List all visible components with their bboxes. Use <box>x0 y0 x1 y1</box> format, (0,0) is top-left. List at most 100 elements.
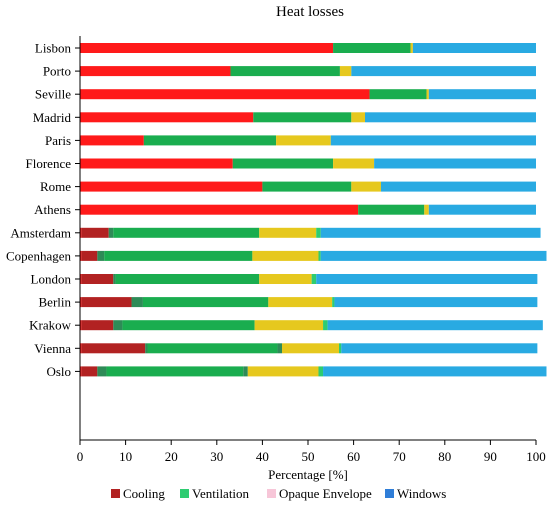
bar-segment-hidden-windows <box>311 274 317 284</box>
bar-segment-cooling <box>81 297 132 308</box>
x-tick-label: 20 <box>165 449 178 464</box>
category-label: Berlin <box>39 295 72 310</box>
bar-segment-opaque <box>276 135 331 146</box>
bar-segment-opaque <box>424 204 429 215</box>
bar-segment-windows <box>351 66 536 77</box>
bar-segment-hidden-ventilation <box>108 227 114 238</box>
bar-segment-heating <box>80 158 233 169</box>
bar-row-krakow <box>80 320 543 331</box>
bar-segment-heating <box>80 66 231 77</box>
bar-segment-opaque <box>426 89 429 100</box>
legend: Cooling Ventilation Opaque Envelope Windows <box>111 486 446 501</box>
bar-segment-windows <box>365 112 536 123</box>
bar-segment-windows <box>334 297 538 308</box>
legend-swatch <box>267 489 276 498</box>
bar-segment-hidden-ventilation <box>131 297 143 308</box>
bar-segment-windows <box>316 274 538 284</box>
legend-swatch <box>385 489 394 498</box>
legend-swatch <box>180 489 189 498</box>
bar-segment-ventilation <box>142 297 269 308</box>
bar-segment-opaque <box>247 366 319 377</box>
bar-segment-cooling <box>81 343 146 354</box>
bar-row-porto <box>80 66 536 77</box>
bar-segment-opaque <box>351 181 381 192</box>
category-label: Lisbon <box>35 41 72 56</box>
category-label: Athens <box>34 202 71 217</box>
bar-segment-ventilation <box>333 43 411 53</box>
x-tick-label: 70 <box>393 449 406 464</box>
category-label: Krakow <box>29 318 71 333</box>
bar-segment-hidden-ventilation <box>113 320 123 331</box>
x-tick-label: 80 <box>438 449 451 464</box>
bar-row-paris <box>80 135 536 146</box>
bar-segment-ventilation <box>104 250 253 261</box>
x-tick-label: 30 <box>210 449 223 464</box>
bar-segment-hidden-ventilation <box>97 366 107 377</box>
bar-row-athens <box>80 204 536 215</box>
bar-segment-opaque <box>282 343 340 354</box>
bars-group <box>80 43 547 377</box>
bar-segment-windows <box>380 181 536 192</box>
x-tick-label: 50 <box>302 449 315 464</box>
legend-label: Opaque Envelope <box>279 486 372 501</box>
bar-segment-ventilation <box>147 343 278 354</box>
x-tick-label: 90 <box>484 449 497 464</box>
category-label: Rome <box>40 179 71 194</box>
category-label: London <box>31 272 72 287</box>
bar-segment-hidden-opaque <box>243 366 248 377</box>
x-tick-label: 60 <box>347 449 360 464</box>
bar-segment-ventilation <box>358 204 425 215</box>
bar-segment-cooling <box>81 227 109 238</box>
bar-segment-heating <box>80 135 144 146</box>
bar-segment-hidden-windows <box>323 320 328 331</box>
bar-segment-windows <box>412 43 536 53</box>
bar-segment-ventilation <box>115 274 260 284</box>
bar-segment-heating <box>80 366 82 377</box>
bar-segment-hidden-ventilation <box>113 274 116 284</box>
bar-segment-ventilation <box>106 366 244 377</box>
bar-segment-hidden-ventilation <box>145 343 148 354</box>
bar-segment-ventilation <box>230 66 340 77</box>
bar-segment-heating <box>80 43 334 53</box>
bar-segment-opaque <box>259 227 317 238</box>
bar-segment-hidden-windows <box>339 343 342 354</box>
category-label: Copenhagen <box>6 248 71 263</box>
legend-label: Ventilation <box>192 486 250 501</box>
legend-label: Cooling <box>123 486 165 501</box>
bar-row-seville <box>80 89 536 100</box>
bar-segment-opaque <box>351 112 365 123</box>
x-tick-label: 40 <box>256 449 269 464</box>
legend-item-cooling: Cooling <box>111 486 165 501</box>
bar-segment-heating <box>80 181 263 192</box>
bar-row-vienna <box>80 343 538 354</box>
bar-segment-hidden-windows <box>318 250 321 261</box>
bar-segment-heating <box>80 250 82 261</box>
category-label: Vienna <box>34 341 71 356</box>
bar-segment-heating <box>80 89 370 100</box>
bar-segment-hidden-windows <box>332 297 335 308</box>
bar-segment-heating <box>80 343 82 354</box>
category-label: Madrid <box>33 110 72 125</box>
bar-row-amsterdam <box>80 227 541 238</box>
bar-segment-ventilation <box>122 320 255 331</box>
legend-item-opaque-envelope: Opaque Envelope <box>267 486 372 501</box>
bar-segment-opaque <box>410 43 413 53</box>
x-tick-label: 100 <box>526 449 546 464</box>
bar-segment-windows <box>374 158 536 169</box>
category-label: Oslo <box>46 364 71 379</box>
bar-segment-heating <box>80 204 359 215</box>
bar-segment-cooling <box>81 274 114 284</box>
bar-segment-heating <box>80 297 82 308</box>
bar-segment-ventilation <box>262 181 352 192</box>
legend-label: Windows <box>397 486 446 501</box>
bar-segment-opaque <box>333 158 375 169</box>
bar-segment-windows <box>341 343 538 354</box>
bar-row-oslo <box>80 366 547 377</box>
bar-row-lisbon <box>80 43 536 53</box>
chart-title: Heat losses <box>276 4 344 20</box>
legend-item-ventilation: Ventilation <box>180 486 250 501</box>
bar-segment-cooling <box>81 366 98 377</box>
bar-row-rome <box>80 181 536 192</box>
bar-segment-heating <box>80 227 82 238</box>
